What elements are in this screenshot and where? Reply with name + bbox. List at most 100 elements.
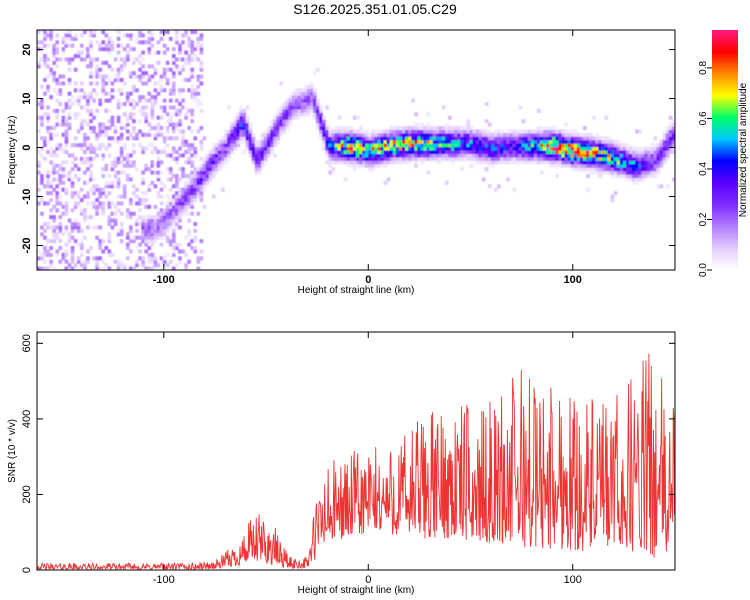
heatmap-cell-2970 — [635, 160, 639, 165]
heatmap-cell-496 — [95, 146, 99, 151]
heatmap-cell-1332 — [190, 194, 195, 199]
heatmap-cell-783 — [132, 191, 136, 196]
heatmap-cell-208 — [61, 256, 66, 261]
heatmap-cell-1912 — [343, 129, 348, 134]
heatmap-cell-2955 — [632, 174, 636, 179]
heatmap-cell-1874 — [334, 139, 339, 144]
heatmap-cell-1371 — [193, 187, 198, 192]
heatmap-cell-500 — [95, 91, 99, 96]
heatmap-cell-2973 — [635, 150, 639, 155]
heatmap-cell-1124 — [168, 122, 173, 127]
heatmap-cell-1731 — [291, 115, 296, 120]
heatmap-cell-2769 — [582, 167, 587, 172]
heatmap-cell-1055 — [162, 228, 167, 233]
heatmap-cell-588 — [107, 215, 112, 220]
heatmap-cell-1736 — [291, 98, 296, 103]
heatmap-cell-2929 — [622, 150, 627, 155]
heatmap-cell-848 — [141, 239, 145, 244]
heatmap-cell-2109 — [398, 160, 403, 165]
heatmap-cell-2940 — [625, 150, 630, 155]
heatmap-cell-2639 — [546, 132, 550, 137]
heatmap-cell-2259 — [438, 146, 443, 151]
heatmap-cell-21 — [40, 256, 44, 261]
heatmap-cell-1687 — [276, 129, 280, 134]
heatmap-cell-2681 — [558, 153, 563, 158]
heatmap-cell-530 — [98, 43, 103, 48]
heatmap-cell-2013 — [371, 150, 376, 155]
heatmap-cell-1628 — [257, 160, 262, 165]
heatmap-cell-2293 — [448, 143, 452, 148]
heatmap-cell-22 — [40, 252, 44, 257]
heatmap-cell-2986 — [638, 129, 642, 134]
heatmap-cell-2813 — [592, 146, 596, 151]
heatmap-cell-1006 — [156, 177, 161, 182]
heatmap-cell-1813 — [319, 132, 323, 137]
heatmap-cell-3094 — [671, 122, 675, 127]
heatmap-cell-689 — [119, 194, 124, 199]
heatmap-cell-3074 — [665, 126, 670, 131]
heatmap-cell-1403 — [196, 129, 201, 134]
heatmap-cell-2866 — [607, 167, 612, 172]
heatmap-cell-235 — [64, 249, 69, 254]
heatmap-cell-2988 — [641, 174, 645, 179]
heatmap-cell-10 — [37, 150, 41, 155]
heatmap-cell-2364 — [469, 163, 474, 168]
heatmap-cell-478 — [92, 98, 96, 103]
heatmap-cell-2439 — [487, 129, 492, 134]
heatmap-cell-356 — [76, 54, 81, 59]
heatmap-cell-949 — [150, 170, 155, 175]
heatmap-cell-552 — [101, 84, 106, 89]
heatmap-cell-1623 — [254, 143, 259, 148]
heatmap-cell-2403 — [478, 129, 483, 134]
heatmap-cell-754 — [125, 33, 130, 38]
colorbar-gradient — [712, 30, 738, 270]
heatmap-cell-1800 — [313, 88, 317, 93]
heatmap-cell-2514 — [512, 160, 517, 165]
heatmap-cell-1641 — [260, 143, 265, 148]
heatmap-cell-757 — [129, 239, 133, 244]
heatmap-cell-762 — [129, 201, 133, 206]
heatmap-cell-944 — [150, 225, 155, 230]
heatmap-cell-772 — [129, 98, 133, 103]
heatmap-cell-2911 — [616, 139, 621, 144]
heatmap-cell-271 — [67, 170, 72, 175]
heatmap-cell-108 — [49, 184, 53, 189]
heatmap-cell-264 — [67, 263, 72, 268]
heatmap-cell-706 — [119, 43, 124, 48]
heatmap-cell-3016 — [650, 170, 655, 175]
heatmap-cell-36 — [40, 105, 44, 110]
heatmap-cell-981 — [153, 163, 158, 168]
heatmap-cell-473 — [92, 150, 96, 155]
heatmap-cell-811 — [135, 187, 139, 192]
heatmap-cell-2642 — [549, 163, 553, 168]
heatmap-cell-232 — [64, 266, 69, 270]
heatmap-cell-2589 — [533, 150, 538, 155]
heatmap-cell-1460 — [205, 170, 210, 175]
heatmap-cell-1089 — [165, 201, 170, 206]
heatmap-cell-2971 — [635, 156, 639, 161]
heatmap-cell-295 — [70, 246, 75, 251]
heatmap-cell-2969 — [635, 163, 639, 168]
heatmap-cell-445 — [89, 129, 93, 134]
heatmap-cell-1819 — [319, 112, 323, 117]
heatmap-cell-2027 — [374, 139, 379, 144]
heatmap-cell-2063 — [383, 132, 388, 137]
heatmap-cell-182 — [55, 40, 60, 45]
heatmap-cell-1694 — [279, 132, 283, 137]
heatmap-cell-2729 — [570, 146, 575, 151]
heatmap-cell-2317 — [454, 136, 458, 141]
heatmap-cell-2989 — [641, 170, 645, 175]
heatmap-cell-2190 — [420, 156, 425, 161]
heatmap-cell-2835 — [598, 156, 602, 161]
heatmap-cell-1105 — [165, 30, 170, 35]
heatmap-cell-1949 — [352, 129, 357, 134]
heatmap-cell-1389 — [193, 30, 198, 35]
heatmap-cell-1911 — [343, 132, 348, 137]
heatmap-cell-2460 — [494, 132, 498, 137]
heatmap-cell-1022 — [156, 40, 161, 45]
heatmap-cell-1263 — [181, 40, 185, 45]
heatmap-cell-2917 — [619, 156, 624, 161]
heatmap-cell-906 — [147, 256, 152, 261]
heatmap-cell-2838 — [598, 146, 602, 151]
